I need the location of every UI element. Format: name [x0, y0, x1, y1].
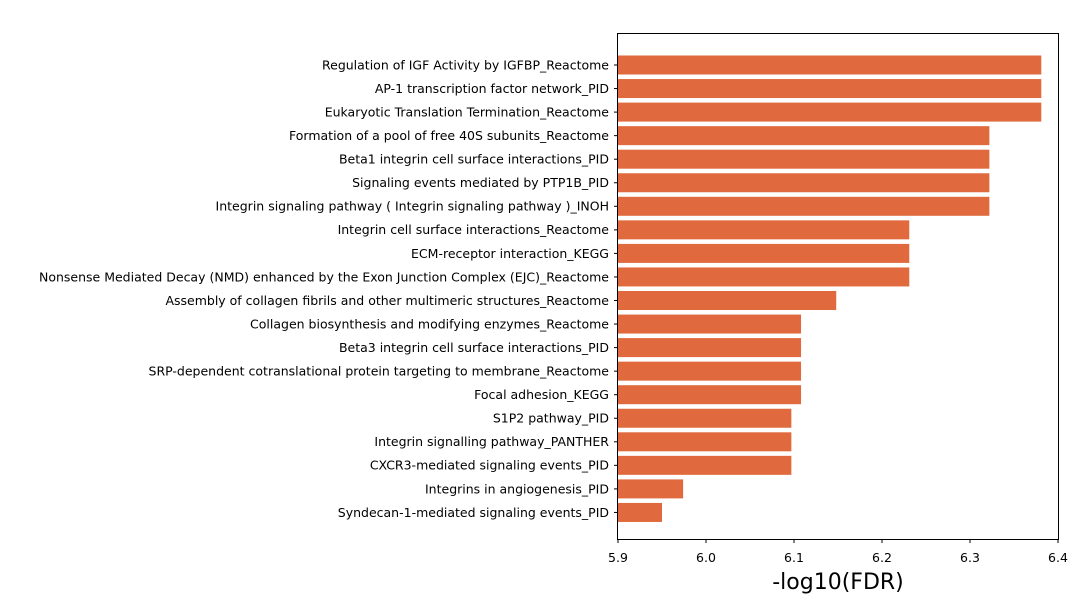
bar [618, 149, 990, 169]
bar [618, 408, 792, 428]
category-label: Integrin signaling pathway ( Integrin si… [216, 199, 609, 214]
x-tick-label: 6.3 [960, 550, 980, 565]
category-label: CXCR3-mediated signaling events_PID [370, 458, 609, 473]
category-label: SRP-dependent cotranslational protein ta… [149, 364, 610, 379]
bar [618, 314, 802, 334]
bar [618, 220, 910, 240]
category-label: Beta1 integrin cell surface interactions… [339, 152, 609, 167]
bars-group [618, 55, 1042, 522]
category-label: Eukaryotic Translation Termination_React… [325, 104, 610, 119]
bar [618, 102, 1042, 122]
category-label: ECM-receptor interaction_KEGG [411, 246, 609, 261]
bar [618, 502, 662, 522]
bar [618, 385, 802, 405]
bar [618, 361, 802, 381]
category-label: Integrin cell surface interactions_React… [338, 222, 610, 237]
bar [618, 243, 910, 263]
category-label: Syndecan-1-mediated signaling events_PID [338, 505, 609, 520]
plot-frame [617, 33, 1059, 540]
category-label: Signaling events mediated by PTP1B_PID [352, 175, 609, 190]
x-tick-label: 6.4 [1048, 550, 1068, 565]
bar [618, 55, 1042, 75]
x-tick-label: 6.0 [696, 550, 716, 565]
bar [618, 267, 910, 287]
bar [618, 338, 802, 358]
category-label: Collagen biosynthesis and modifying enzy… [250, 316, 609, 331]
bar [618, 196, 990, 216]
bar [618, 455, 792, 475]
category-label: Focal adhesion_KEGG [474, 387, 609, 402]
x-tick-label: 6.2 [872, 550, 892, 565]
bar [618, 291, 837, 310]
x-tick-label: 6.1 [784, 550, 804, 565]
category-label: Assembly of collagen fibrils and other m… [165, 293, 609, 308]
category-labels: Regulation of IGF Activity by IGFBP_Reac… [39, 57, 618, 520]
x-axis-title: -log10(FDR) [772, 570, 904, 595]
category-label: Integrins in angiogenesis_PID [425, 481, 609, 496]
bar [618, 432, 792, 452]
category-label: Nonsense Mediated Decay (NMD) enhanced b… [39, 269, 609, 284]
bar [618, 173, 990, 193]
category-label: S1P2 pathway_PID [493, 411, 609, 426]
category-label: AP-1 transcription factor network_PID [375, 81, 609, 96]
category-label: Beta3 integrin cell surface interactions… [339, 340, 609, 355]
bar [618, 126, 990, 146]
x-tick-label: 5.9 [608, 550, 628, 565]
category-label: Regulation of IGF Activity by IGFBP_Reac… [322, 57, 609, 72]
x-axis-ticks: 5.9 6.0 6.1 6.2 6.3 6.4 [608, 539, 1068, 565]
category-label: Formation of a pool of free 40S subunits… [289, 128, 609, 143]
category-label: Integrin signalling pathway_PANTHER [374, 434, 609, 449]
bar [618, 79, 1042, 99]
bar [618, 479, 684, 499]
